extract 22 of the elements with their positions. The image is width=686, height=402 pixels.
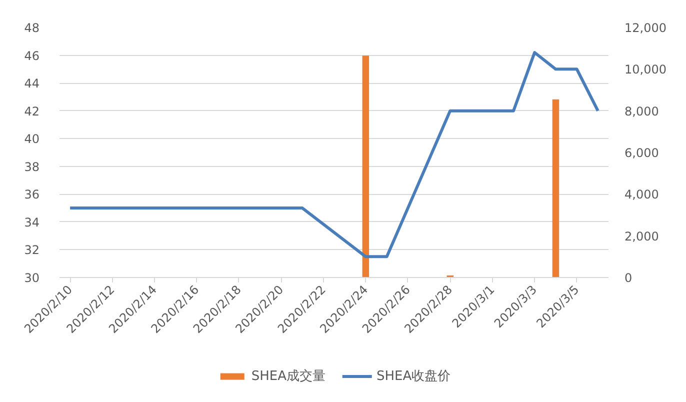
y2-tick-label: 12,000 xyxy=(624,21,666,35)
y-tick-label: 32 xyxy=(24,243,40,258)
y2-tick-label: 6,000 xyxy=(624,146,659,160)
legend-label: SHEA成交量 xyxy=(251,368,326,385)
y2-tick-label: 8,000 xyxy=(624,104,659,118)
y-tick-label: 46 xyxy=(24,48,40,63)
y-tick-label: 42 xyxy=(24,104,40,118)
y2-tick-label: 2,000 xyxy=(624,229,659,244)
legend-label: SHEA收盘价 xyxy=(376,368,451,385)
y-tick-label: 34 xyxy=(24,215,40,230)
y-tick-label: 36 xyxy=(24,188,40,202)
y-tick-label: 44 xyxy=(24,76,40,91)
line-series xyxy=(68,51,600,258)
y-tick-label: 38 xyxy=(24,160,40,174)
y2-tick-label: 10,000 xyxy=(624,62,666,77)
bar xyxy=(362,56,370,278)
y-tick-label: 48 xyxy=(24,21,40,35)
y-tick-label: 30 xyxy=(24,271,40,285)
y2-tick-label: 4,000 xyxy=(624,188,659,202)
y2-tick-label: 0 xyxy=(624,271,632,285)
bar xyxy=(552,99,560,278)
y-tick-label: 40 xyxy=(24,132,40,146)
